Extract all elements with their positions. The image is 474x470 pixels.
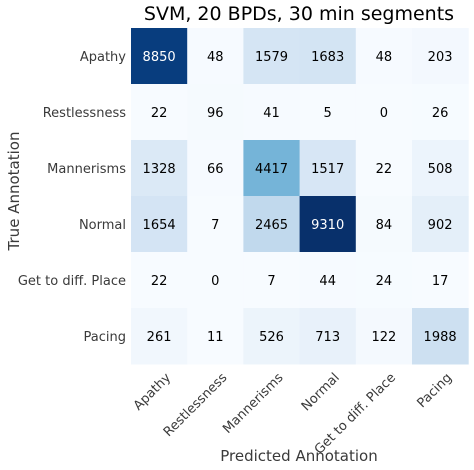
heatmap-cell — [299, 84, 357, 141]
cell-value-label: 8850 — [143, 50, 176, 65]
cell-value-label: 48 — [207, 50, 224, 65]
x-tick-label: Apathy — [131, 370, 174, 413]
cell-value-label: 4417 — [255, 162, 288, 177]
cell-value-label: 66 — [207, 162, 224, 177]
cell-value-label: 7 — [211, 218, 219, 233]
heatmap-cell — [299, 196, 357, 253]
cell-value-label: 122 — [371, 330, 396, 345]
cell-value-label: 261 — [147, 330, 172, 345]
cell-value-label: 22 — [151, 274, 168, 289]
heatmap-cell — [412, 252, 469, 309]
cell-value-label: 1517 — [311, 162, 344, 177]
heatmap-cell — [131, 252, 188, 309]
cell-value-label: 41 — [263, 106, 280, 121]
cell-value-label: 44 — [319, 274, 336, 289]
y-tick-label: Pacing — [84, 330, 126, 345]
cell-value-label: 17 — [432, 274, 449, 289]
x-tick-label: Normal — [299, 370, 343, 414]
cell-value-label: 48 — [376, 50, 393, 65]
cell-value-label: 1328 — [143, 162, 176, 177]
heatmap-cell — [187, 84, 244, 141]
cell-value-label: 713 — [315, 330, 340, 345]
cell-value-label: 203 — [428, 50, 453, 65]
heatmap-cell — [131, 28, 188, 85]
cell-value-label: 526 — [259, 330, 284, 345]
heatmap-cell — [187, 140, 244, 197]
cell-value-label: 5 — [324, 106, 332, 121]
cell-value-label: 22 — [151, 106, 168, 121]
y-tick-label: Get to diff. Place — [18, 274, 126, 289]
heatmap-cell — [355, 196, 413, 253]
heatmap-cell — [243, 196, 301, 253]
cell-value-label: 26 — [432, 106, 449, 121]
heatmap-cell — [412, 28, 469, 85]
heatmap-cell — [355, 308, 413, 365]
heatmap-cell — [299, 28, 357, 85]
heatmap-cell — [243, 28, 301, 85]
cell-value-label: 11 — [207, 330, 224, 345]
heatmap-cell — [243, 308, 301, 365]
heatmap-cell — [243, 84, 301, 141]
x-tick-label: Mannerisms — [220, 370, 287, 437]
y-tick-label: Normal — [79, 218, 126, 233]
heatmap-cell — [243, 140, 301, 197]
heatmap-cell — [131, 196, 188, 253]
heatmap-cell — [131, 140, 188, 197]
cell-value-label: 508 — [428, 162, 453, 177]
heatmap-cell — [187, 28, 244, 85]
x-axis-label: Predicted Annotation — [220, 447, 377, 465]
heatmap-cell — [299, 252, 357, 309]
y-tick-label: Restlessness — [43, 106, 126, 121]
heatmap-cell — [187, 252, 244, 309]
y-axis-label: True Annotation — [5, 132, 23, 252]
cell-value-label: 1654 — [143, 218, 176, 233]
cell-value-label: 902 — [428, 218, 453, 233]
cell-value-label: 7 — [267, 274, 275, 289]
heatmap-cell — [412, 84, 469, 141]
heatmap-cell — [243, 252, 301, 309]
cell-value-label: 0 — [211, 274, 219, 289]
cell-value-label: 22 — [376, 162, 393, 177]
cell-value-label: 24 — [376, 274, 393, 289]
heatmap-cell — [412, 196, 469, 253]
cell-value-label: 1988 — [424, 330, 457, 345]
heatmap-cell — [131, 308, 188, 365]
heatmap-cell — [187, 196, 244, 253]
y-tick-label: Apathy — [80, 50, 126, 65]
heatmap-cell — [412, 308, 469, 365]
heatmap-cell — [355, 140, 413, 197]
heatmap-cells — [131, 28, 469, 365]
heatmap-cell — [299, 140, 357, 197]
heatmap-cell — [131, 84, 188, 141]
cell-value-label: 1579 — [255, 50, 288, 65]
chart-title: SVM, 20 BPDs, 30 min segments — [144, 3, 454, 25]
x-tick-label: Pacing — [415, 370, 456, 411]
cell-value-label: 9310 — [311, 218, 344, 233]
heatmap-cell — [412, 140, 469, 197]
cell-value-label: 2465 — [255, 218, 288, 233]
cell-value-label: 84 — [376, 218, 393, 233]
cell-value-label: 0 — [380, 106, 388, 121]
cell-value-label: 1683 — [311, 50, 344, 65]
heatmap-cell — [299, 308, 357, 365]
heatmap-cell — [355, 252, 413, 309]
cell-value-label: 96 — [207, 106, 224, 121]
heatmap-cell — [187, 308, 244, 365]
heatmap-cell — [355, 84, 413, 141]
y-axis-tick-labels: Apathy Restlessness Mannerisms Normal Get to… — [18, 50, 126, 345]
heatmap-cell — [355, 28, 413, 85]
y-tick-label: Mannerisms — [47, 162, 126, 177]
